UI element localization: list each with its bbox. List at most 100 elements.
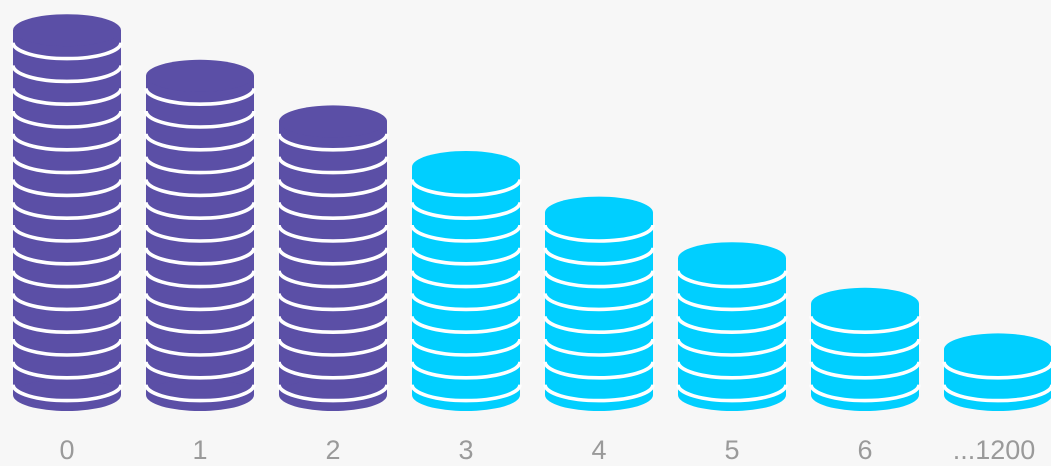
coin-separator: [410, 384, 522, 403]
coin-separator: [543, 338, 655, 357]
coin-separator: [543, 384, 655, 403]
coin-separator: [11, 224, 123, 243]
coin-separator: [144, 110, 256, 129]
coin-separator: [676, 270, 788, 289]
coin-separator: [144, 361, 256, 380]
coin-separator: [277, 384, 389, 403]
coin-separator: [277, 293, 389, 312]
coin-separator: [144, 179, 256, 198]
coin-bottom: [13, 379, 121, 411]
coin-separator: [410, 293, 522, 312]
coin-separator: [942, 361, 1051, 380]
coin-separator: [11, 293, 123, 312]
coin-separator: [144, 270, 256, 289]
coin-stack-4: [543, 196, 655, 411]
tick-label: 3: [458, 435, 473, 465]
coin-separator: [277, 133, 389, 152]
coin-separator: [11, 315, 123, 334]
coin-separator: [543, 361, 655, 380]
coin-separator: [11, 133, 123, 152]
coin-bottom: [944, 379, 1051, 411]
coin-top-face: [944, 333, 1051, 366]
coin-bottom: [545, 379, 653, 411]
coin-bottom: [412, 379, 520, 411]
coin-bottom: [811, 379, 919, 411]
coin-top-face: [545, 196, 653, 229]
tick-label: 1: [192, 435, 207, 465]
coin-separator: [676, 315, 788, 334]
coin-separator: [11, 110, 123, 129]
tick-label: 2: [325, 435, 340, 465]
tick-label: 5: [724, 435, 739, 465]
coin-separator: [277, 361, 389, 380]
coin-separator: [277, 247, 389, 266]
coin-separator: [11, 361, 123, 380]
coin-stack-3: [410, 151, 522, 411]
coin-separator: [410, 179, 522, 198]
coin-separator: [277, 270, 389, 289]
coin-separator: [676, 338, 788, 357]
coin-separator: [11, 384, 123, 403]
coin-top-face: [678, 242, 786, 275]
coin-top-face: [412, 151, 520, 183]
coin-top-face: [13, 14, 121, 47]
coin-separator: [809, 338, 921, 357]
coin-separator: [410, 361, 522, 380]
coin-separator: [543, 293, 655, 312]
coin-separator: [144, 384, 256, 403]
coin-separator: [11, 156, 123, 175]
coin-separator: [144, 87, 256, 106]
coin-separator: [942, 384, 1051, 403]
coin-separator: [277, 201, 389, 220]
coin-separator: [144, 338, 256, 357]
coin-top-face: [146, 59, 254, 92]
coin-separator: [11, 247, 123, 266]
coin-separator: [144, 156, 256, 175]
coin-separator: [11, 338, 123, 357]
coin-separator: [11, 201, 123, 220]
coin-separator: [277, 179, 389, 198]
coin-separator: [144, 293, 256, 312]
coin-separator: [277, 156, 389, 175]
tick-label: ...1200: [953, 435, 1036, 465]
coin-top-face: [279, 105, 387, 138]
tick-label: 0: [59, 435, 74, 465]
coin-top-face: [811, 287, 919, 320]
coin-stack-5: [676, 242, 788, 411]
coin-stack-1: [144, 59, 256, 411]
coin-separator: [676, 384, 788, 403]
tick-label: 6: [857, 435, 872, 465]
coin-separator: [410, 270, 522, 289]
coin-separator: [11, 87, 123, 106]
coin-separator: [277, 224, 389, 243]
coin-stack-1200: [942, 333, 1051, 411]
coin-separator: [144, 315, 256, 334]
coin-separator: [809, 384, 921, 403]
coin-separator: [410, 224, 522, 243]
coin-separator: [410, 201, 522, 220]
coin-separator: [144, 133, 256, 152]
coin-separator: [410, 315, 522, 334]
coin-separator: [144, 224, 256, 243]
coin-separator: [144, 247, 256, 266]
coin-separator: [809, 361, 921, 380]
coin-stack-2: [277, 105, 389, 411]
coin-separator: [11, 179, 123, 198]
x-axis-tick-labels: 0 1 2 3 4 5 6 ...1200: [59, 435, 1035, 465]
coin-separator: [676, 293, 788, 312]
coin-separator: [277, 315, 389, 334]
coin-separator: [11, 270, 123, 289]
coin-separator: [676, 361, 788, 380]
coin-separator: [543, 315, 655, 334]
coin-separator: [277, 338, 389, 357]
coin-bottom: [678, 379, 786, 411]
coin-separator: [410, 247, 522, 266]
tick-label: 4: [591, 435, 606, 465]
coin-separator: [543, 224, 655, 243]
coin-separator: [11, 42, 123, 61]
coin-bottom: [279, 379, 387, 411]
coin-separator: [11, 65, 123, 84]
coin-stack-0: [11, 14, 123, 411]
coin-separator: [410, 338, 522, 357]
